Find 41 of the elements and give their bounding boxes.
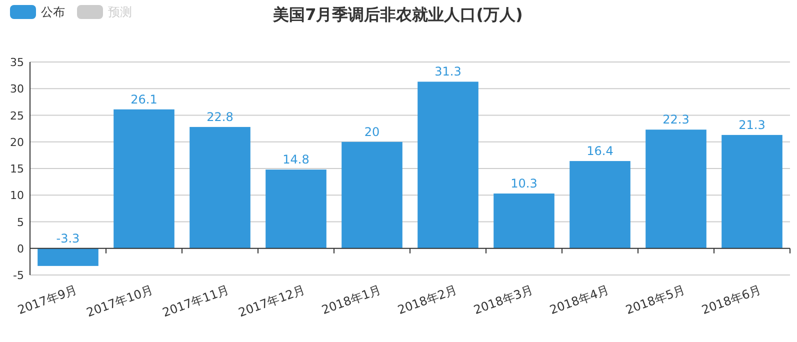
x-tick-label: 2018年2月 [396, 282, 460, 318]
y-tick-label: 15 [10, 162, 24, 176]
y-tick-label: -5 [13, 269, 24, 282]
x-tick-label: 2018年3月 [472, 282, 536, 318]
y-tick-label: 35 [10, 56, 24, 69]
data-label: 22.3 [662, 112, 690, 127]
y-tick-label: 20 [10, 136, 24, 149]
data-label: 14.8 [282, 152, 310, 167]
x-tick-label: 2018年6月 [700, 282, 764, 318]
x-tick-label: 2018年1月 [320, 282, 384, 318]
bar [722, 134, 782, 248]
chart-title: 美国7月季调后非农就业人口(万人) [272, 5, 523, 24]
bar [190, 126, 250, 248]
bar [570, 161, 630, 248]
bar [38, 248, 98, 266]
x-tick-label: 2018年4月 [548, 282, 612, 318]
data-label: 22.8 [206, 110, 234, 124]
data-label: 31.3 [434, 64, 462, 79]
legend-label: 公布 [41, 5, 65, 19]
y-tick-label: 5 [17, 216, 24, 229]
x-tick-label: 2017年12月 [236, 282, 308, 320]
x-tick-label: 2017年9月 [16, 282, 80, 318]
x-tick-label: 2017年10月 [84, 282, 156, 320]
x-tick-label: 2017年11月 [160, 282, 232, 320]
bar [342, 142, 402, 248]
bar [418, 82, 478, 248]
data-label: 10.3 [510, 176, 538, 191]
data-label: 21.3 [738, 118, 766, 132]
data-label: 20 [364, 124, 380, 139]
bar [646, 130, 706, 248]
bar [266, 170, 326, 248]
y-tick-label: 25 [10, 109, 24, 122]
bar [494, 194, 554, 248]
x-tick-label: 2018年5月 [624, 282, 688, 318]
y-tick-label: 0 [17, 242, 24, 256]
data-label: 26.1 [130, 92, 158, 106]
y-tick-label: 30 [10, 82, 24, 96]
data-label: -3.3 [56, 231, 80, 246]
y-tick-label: 10 [10, 189, 24, 202]
bar [114, 109, 174, 248]
data-label: 16.4 [586, 144, 614, 158]
